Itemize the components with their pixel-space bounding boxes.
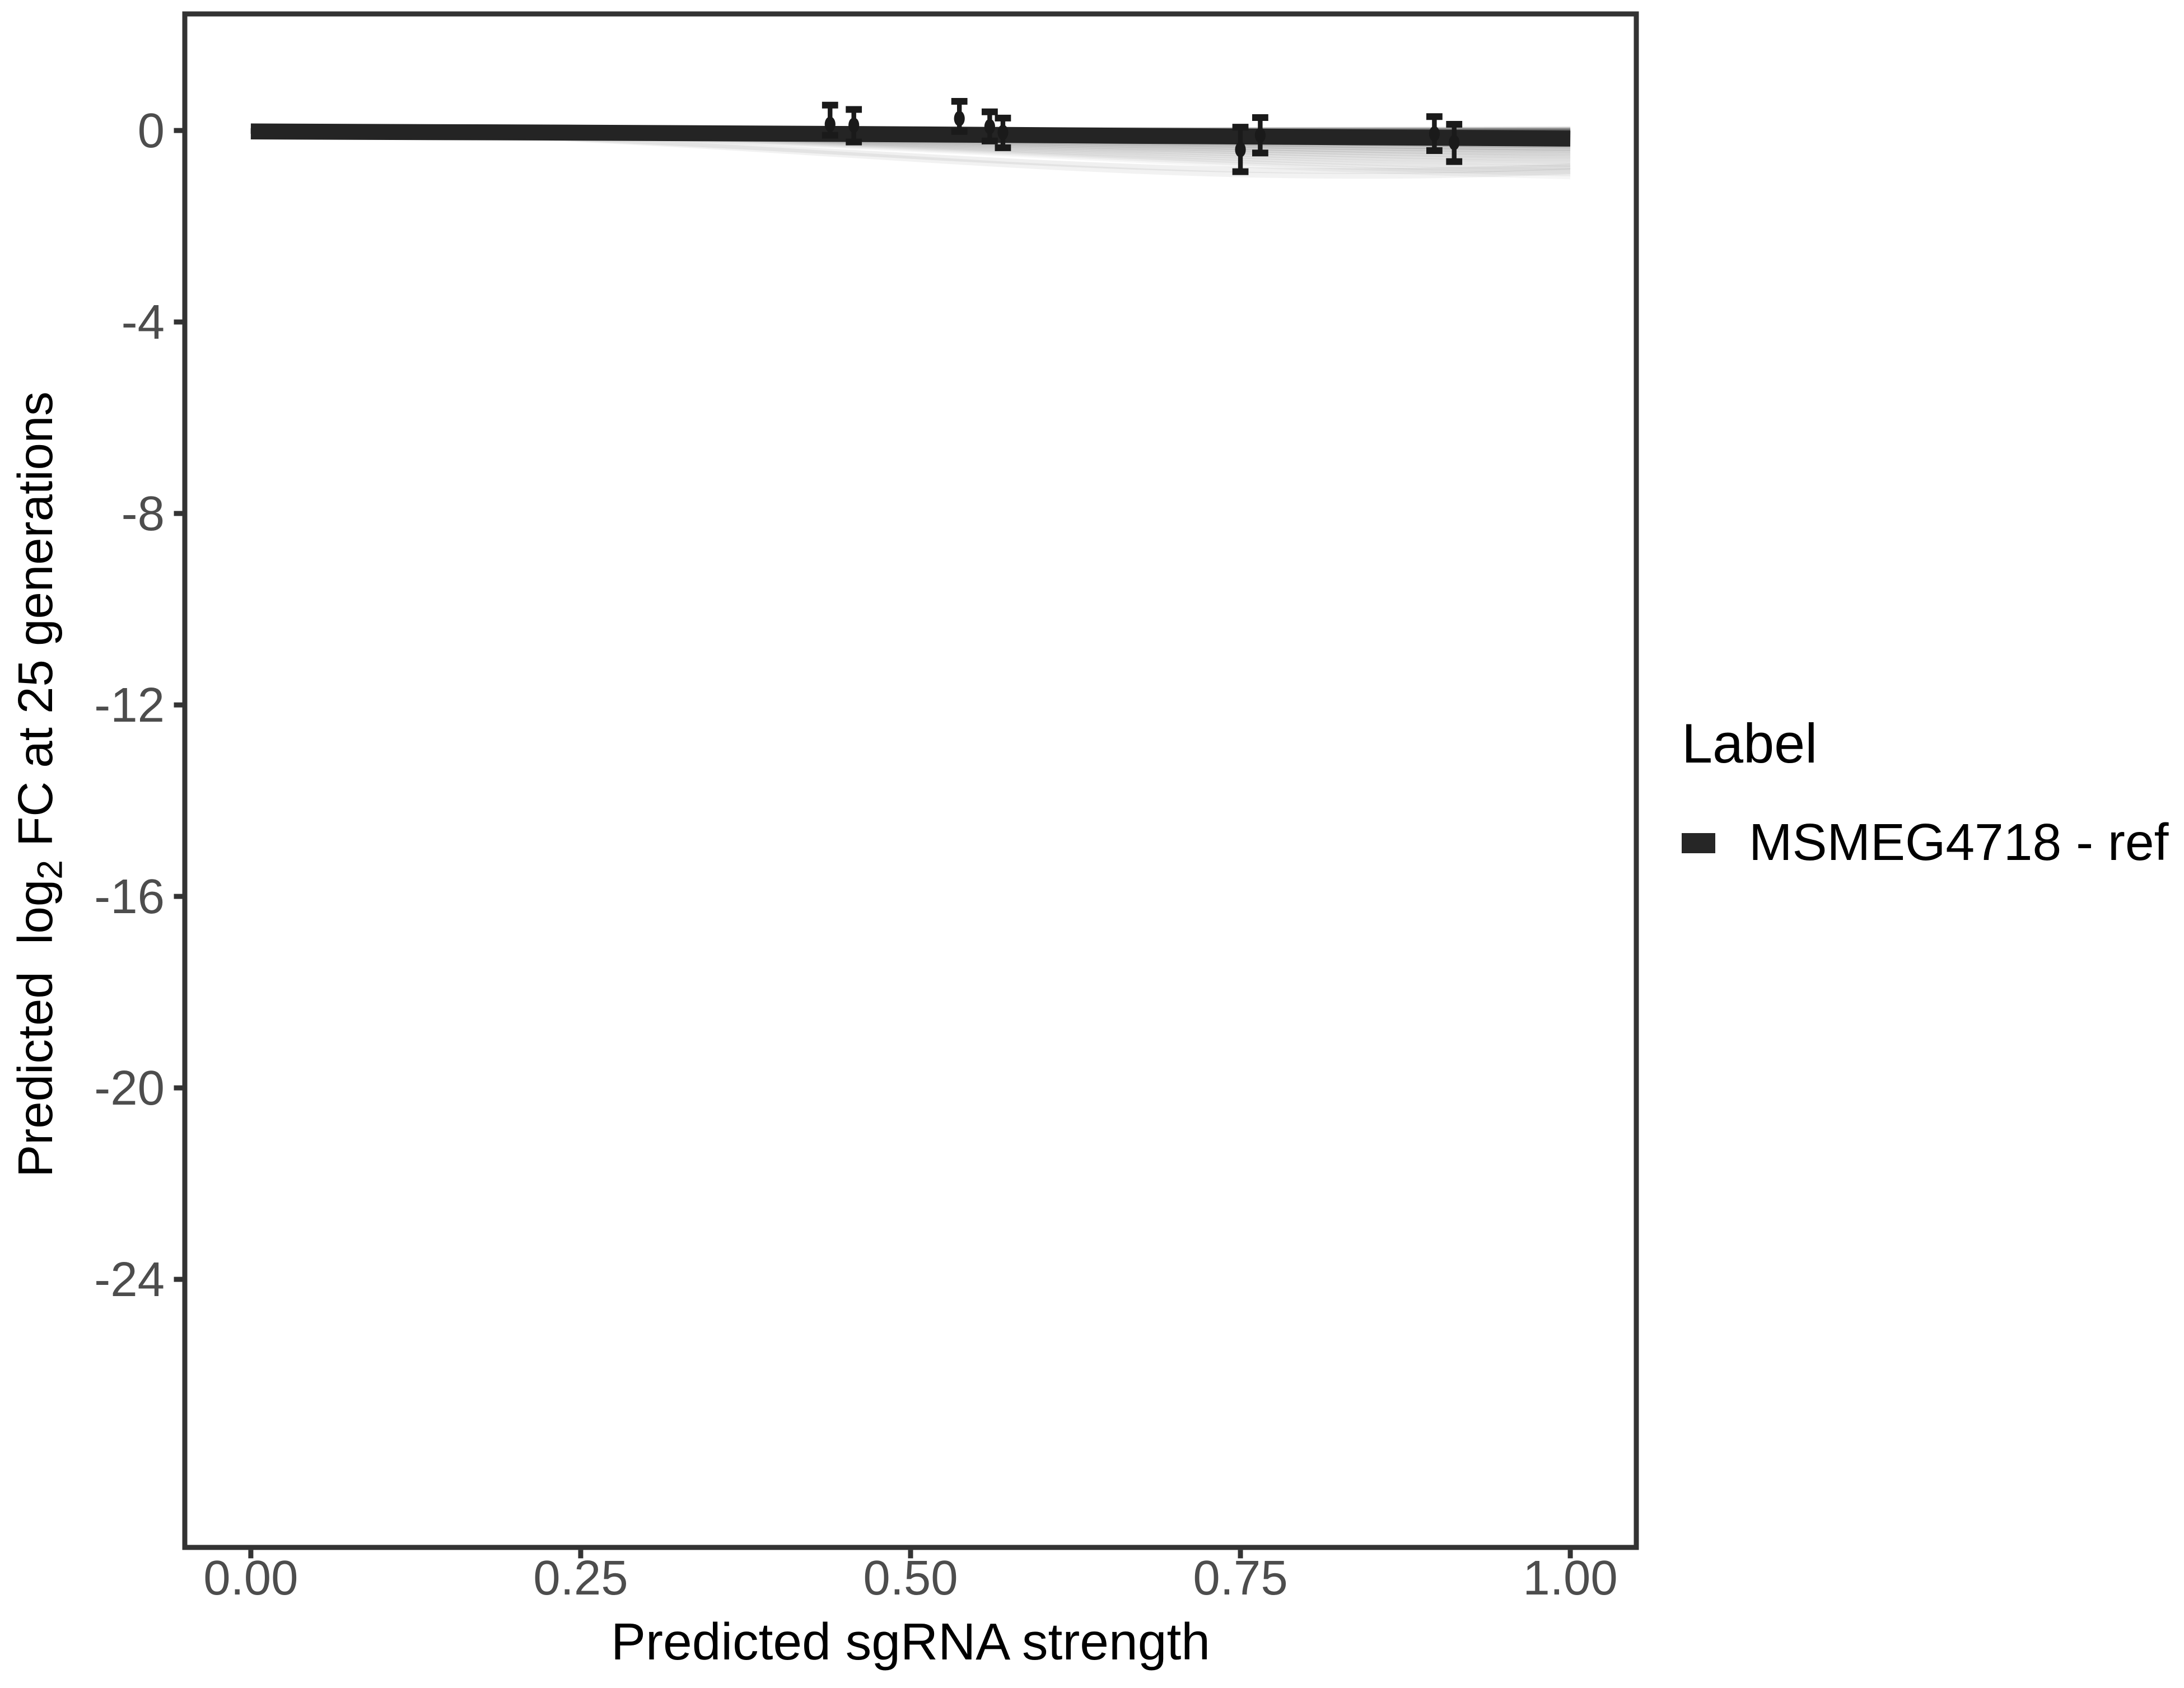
pointrange [1252,114,1268,157]
data-point [997,124,1009,141]
y-tick-label: -12 [94,678,165,732]
data-point [824,116,836,132]
pointrange [951,97,968,135]
legend-swatch-line-key [1682,833,1715,853]
y-tick-label: -16 [94,869,165,924]
mean-fit-line [250,123,1571,147]
pointrange [846,106,862,146]
mean-fit-line-path [250,123,1571,147]
x-tick-label: 0.25 [533,1551,628,1605]
legend: Label MSMEG4718 - ref [1682,712,2177,873]
data-point [954,110,965,127]
y-tick-label: 0 [138,104,165,158]
y-axis-title-prefix: Predicted log [10,879,64,1177]
data-point [1235,142,1246,158]
x-tick-label: 0.50 [863,1551,958,1605]
panel-border [182,11,1639,1550]
pointrange [981,108,998,144]
x-tick-label: 0.75 [1193,1551,1287,1605]
y-axis-title-suffix: FC at 25 generations [10,391,64,860]
legend-title: Label [1682,712,1818,774]
legend-item: MSMEG4718 - ref [1682,813,2177,873]
pointrange [822,101,838,139]
y-tick-label: -4 [122,295,165,349]
pointrange-markers [822,97,1463,175]
data-point [984,119,995,135]
x-tick-label: 0.00 [203,1551,298,1605]
pointrange [995,114,1011,151]
pointrange [1446,120,1463,165]
y-axis-title: Predicted log2 FC at 25 generations [3,264,71,1305]
y-tick-label: -8 [122,487,165,541]
legend-item-label: MSMEG4718 - ref [1749,813,2169,872]
data-point [1429,126,1440,142]
x-axis-title: Predicted sgRNA strength [610,1612,1211,1671]
y-tick-label: -24 [94,1252,165,1307]
data-point [1449,134,1460,151]
pointrange [1426,113,1443,155]
data-point [1254,127,1266,143]
x-tick-label: 1.00 [1523,1551,1617,1605]
axis-ticks: 0.00 0.25 0.50 0.75 1.00 0 -4 -8 -12 -16 -20 -24 [94,104,1618,1605]
pointrange [1232,124,1249,175]
data-point [848,117,860,133]
y-tick-label: -20 [94,1061,165,1115]
y-axis-title-subscript: 2 [31,859,71,880]
